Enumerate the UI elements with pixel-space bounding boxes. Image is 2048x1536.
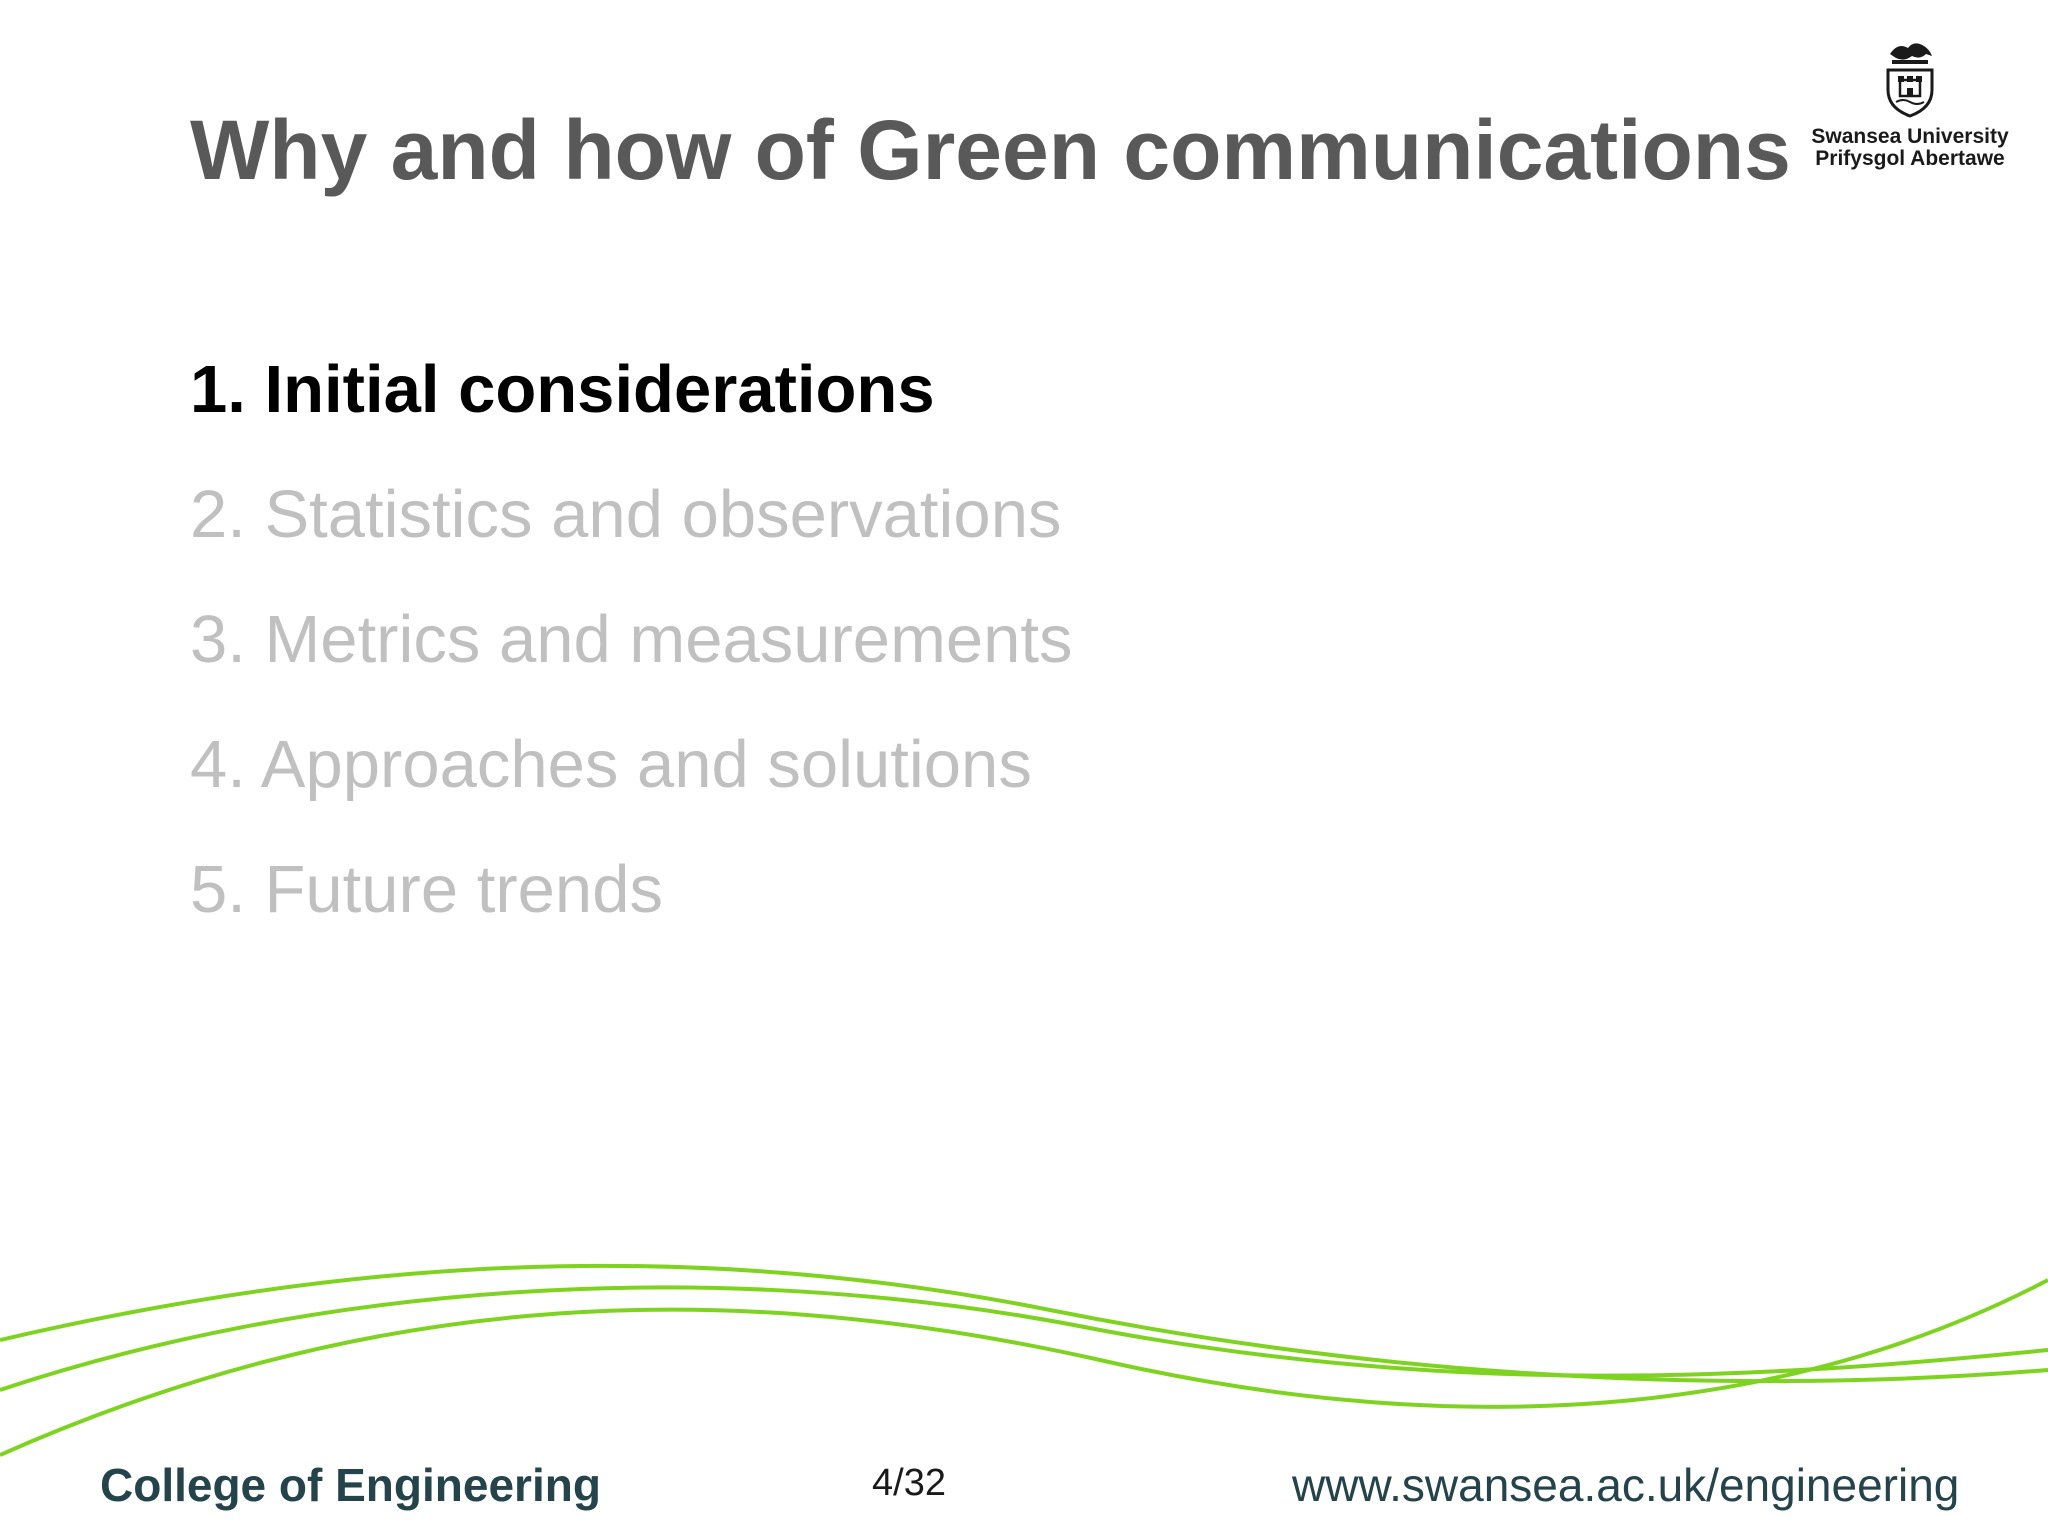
footer-college-name: College of Engineering (100, 1459, 601, 1511)
agenda-item-future-trends: 5. Future trends (190, 852, 663, 927)
agenda-item-statistics: 2. Statistics and observations (190, 477, 1062, 552)
wave-line-1 (0, 1263, 2048, 1384)
agenda-item-metrics: 3. Metrics and measurements (190, 602, 1073, 677)
logo-text-welsh: Prifysgol Abertawe (1815, 147, 2005, 170)
university-logo: Swansea University Prifysgol Abertawe (1800, 38, 2020, 178)
wave-line-2 (0, 1285, 2048, 1392)
wave-line-3 (0, 1278, 2048, 1457)
university-crest-icon (1886, 43, 1934, 118)
agenda-list: 1. Initial considerations 2. Statistics … (190, 345, 1073, 970)
agenda-item-initial-considerations: 1. Initial considerations (190, 352, 935, 427)
page-number: 4/32 (872, 1462, 946, 1504)
footer-url: www.swansea.ac.uk/engineering (1292, 1459, 1960, 1511)
slide-title: Why and how of Green communications (190, 103, 1791, 197)
agenda-item-approaches: 4. Approaches and solutions (190, 727, 1032, 802)
logo-text-english: Swansea University (1811, 125, 2009, 148)
decorative-waves (0, 1263, 2048, 1457)
